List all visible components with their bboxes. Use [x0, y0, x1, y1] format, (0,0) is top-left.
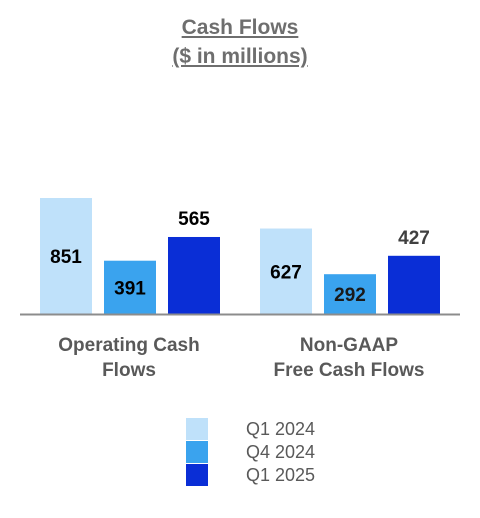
legend-swatch: [186, 441, 208, 463]
legend-swatch: [186, 418, 208, 440]
data-label: 292: [334, 285, 366, 306]
data-label: 627: [270, 262, 302, 283]
category-label-line: Free Cash Flows: [273, 360, 425, 381]
chart-subtitle: ($ in millions): [172, 45, 308, 68]
data-label: 391: [114, 278, 146, 299]
legend-label: Q4 2024: [246, 442, 316, 462]
bar-q1-2025-operating: [168, 236, 220, 314]
category-label-line: Operating Cash: [58, 335, 200, 356]
bar-q1-2024-operating: [40, 198, 92, 314]
category-label-line: Flows: [102, 360, 156, 381]
data-label: 851: [50, 247, 82, 268]
bar-q1-2025-free-cash: [388, 255, 440, 314]
legend-swatch: [186, 464, 208, 486]
bar-q4-2024-operating: [104, 260, 156, 314]
chart-title: Cash Flows: [181, 16, 299, 39]
bar-q1-2024-free-cash: [260, 228, 312, 314]
category-label-line: Non-GAAP: [299, 335, 399, 356]
legend-label: Q1 2025: [246, 465, 316, 485]
category-label-non-gaap-free-cash-flows: Non-GAAP Free Cash Flows: [239, 333, 459, 383]
bar-q4-2024-free-cash: [324, 274, 376, 314]
data-label: 565: [178, 209, 210, 230]
bar-chart: 851 391 565 627 292 427: [20, 198, 460, 316]
legend-label: Q1 2024: [246, 419, 316, 439]
category-label-operating-cash-flows: Operating Cash Flows: [19, 333, 239, 383]
data-label: 427: [398, 228, 430, 249]
